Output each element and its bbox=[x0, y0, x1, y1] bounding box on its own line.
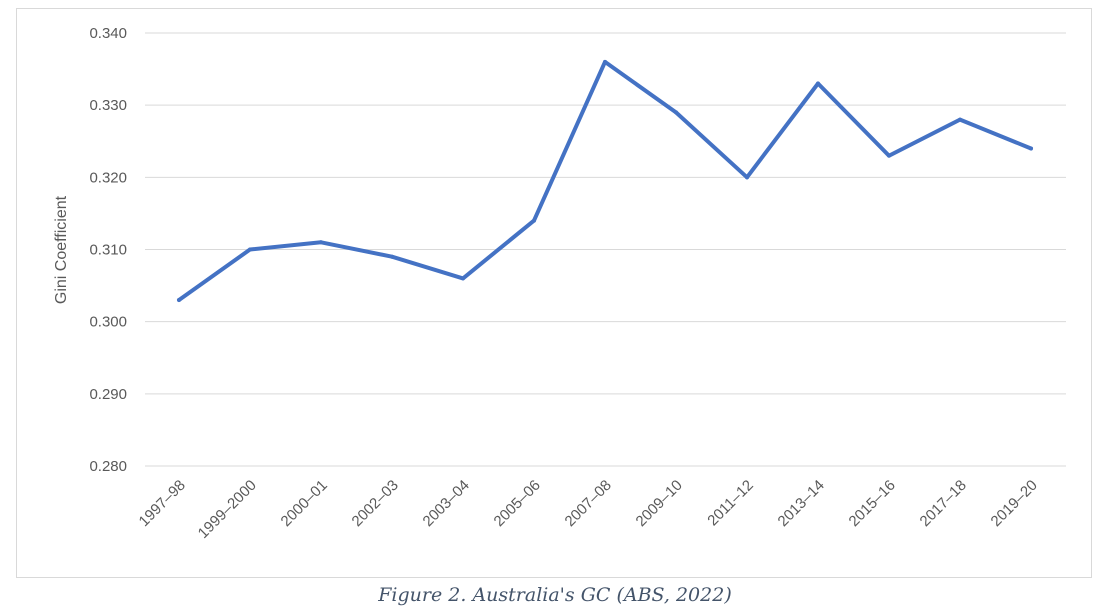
data-point bbox=[532, 218, 536, 223]
x-tick-label: 2013–14 bbox=[775, 477, 828, 530]
chart-frame bbox=[16, 8, 1092, 578]
y-tick-label: 0.280 bbox=[89, 458, 127, 475]
x-tick-label: 2003–04 bbox=[420, 477, 473, 530]
x-tick-label: 2015–16 bbox=[846, 477, 899, 530]
x-tick-label: 2002–03 bbox=[349, 477, 402, 530]
y-tick-label: 0.340 bbox=[89, 25, 127, 42]
gridlines bbox=[145, 32, 1066, 467]
y-tick-labels: 0.340 0.330 0.320 0.310 0.300 0.290 0.280 bbox=[89, 25, 127, 475]
x-tick-labels: 1997–98 1999–2000 2000–01 2002–03 2003–04 200… bbox=[136, 477, 1041, 542]
data-point bbox=[1029, 146, 1033, 151]
data-point bbox=[816, 81, 820, 86]
data-point bbox=[461, 276, 465, 281]
x-tick-label: 1999–2000 bbox=[195, 477, 260, 542]
x-tick-label: 2017–18 bbox=[917, 477, 970, 530]
y-tick-label: 0.310 bbox=[89, 242, 127, 259]
figure-caption: Figure 2. Australia's GC (ABS, 2022) bbox=[378, 584, 732, 606]
x-tick-label: 2009–10 bbox=[633, 477, 686, 530]
x-tick-label: 2007–08 bbox=[562, 477, 615, 530]
series-line bbox=[177, 59, 1033, 302]
y-axis-title: Gini Coefficient bbox=[53, 195, 70, 304]
data-point bbox=[958, 117, 962, 122]
data-point bbox=[745, 175, 749, 180]
y-tick-label: 0.300 bbox=[89, 314, 127, 331]
data-point bbox=[248, 247, 252, 252]
x-tick-label: 2019–20 bbox=[988, 477, 1041, 530]
data-point bbox=[319, 240, 323, 245]
x-tick-label: 2000–01 bbox=[278, 477, 331, 530]
x-tick-label: 2005–06 bbox=[491, 477, 544, 530]
data-point bbox=[603, 59, 607, 64]
data-point bbox=[887, 153, 891, 158]
y-tick-label: 0.320 bbox=[89, 169, 127, 186]
y-tick-label: 0.330 bbox=[89, 97, 127, 114]
x-tick-label: 2011–12 bbox=[704, 477, 757, 530]
y-tick-label: 0.290 bbox=[89, 386, 127, 403]
x-tick-label: 1997–98 bbox=[136, 477, 189, 530]
data-point bbox=[390, 254, 394, 259]
series-layer bbox=[177, 59, 1033, 303]
data-point bbox=[177, 298, 181, 303]
data-point bbox=[674, 110, 678, 115]
